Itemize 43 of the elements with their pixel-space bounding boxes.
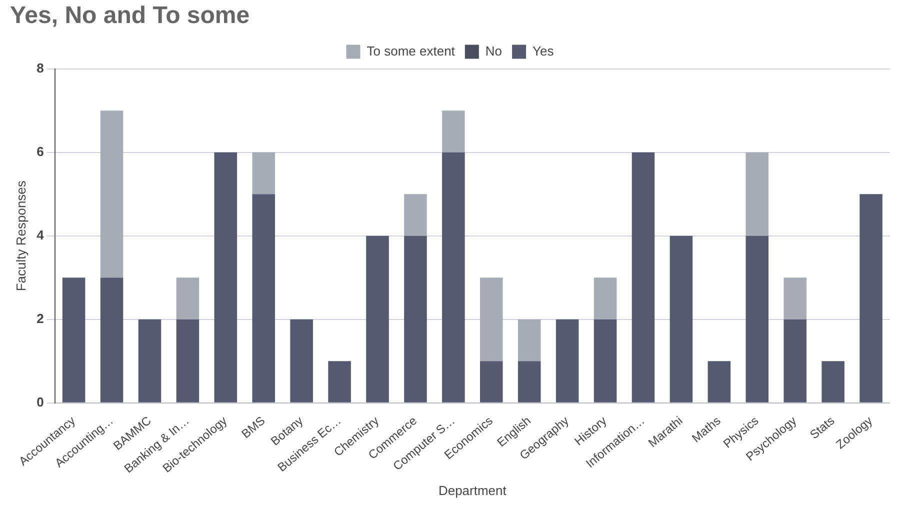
y-tick-label: 6 [36, 144, 44, 159]
bar [860, 194, 882, 402]
chart-title: Yes, No and To some [10, 2, 250, 30]
bar [442, 110, 465, 152]
bar [594, 278, 617, 320]
bar [480, 278, 503, 362]
bar [822, 361, 844, 402]
bar [252, 152, 276, 194]
bar [784, 319, 806, 402]
y-tick-label: 0 [36, 394, 44, 410]
bar [518, 361, 541, 402]
y-tick-label: 4 [36, 227, 45, 242]
bar [518, 319, 541, 362]
legend-label: No [485, 43, 502, 58]
bar [328, 361, 351, 402]
bar [100, 110, 124, 278]
bar [62, 278, 86, 402]
bar [784, 278, 806, 320]
bar [366, 236, 389, 402]
y-axis-title: Faculty Responses [13, 180, 28, 292]
bar [100, 278, 124, 402]
bar [138, 319, 162, 402]
y-tick-label: 2 [36, 310, 44, 326]
bar [746, 236, 769, 402]
bar [290, 319, 313, 402]
bar [556, 319, 579, 402]
bar [480, 361, 503, 402]
bar [746, 152, 769, 236]
legend-label: Yes [532, 43, 554, 58]
bar [442, 152, 465, 402]
legend-label: To some extent [366, 43, 456, 58]
bar [632, 152, 655, 402]
bar [404, 194, 427, 236]
x-axis-title: Department [438, 482, 507, 498]
bar [404, 236, 427, 402]
bar [708, 361, 731, 402]
bar [176, 319, 200, 402]
bar [252, 194, 276, 402]
bar [594, 319, 617, 402]
bar [214, 152, 238, 402]
y-tick-label: 8 [36, 60, 44, 76]
bar [176, 278, 200, 320]
bar [670, 236, 693, 402]
